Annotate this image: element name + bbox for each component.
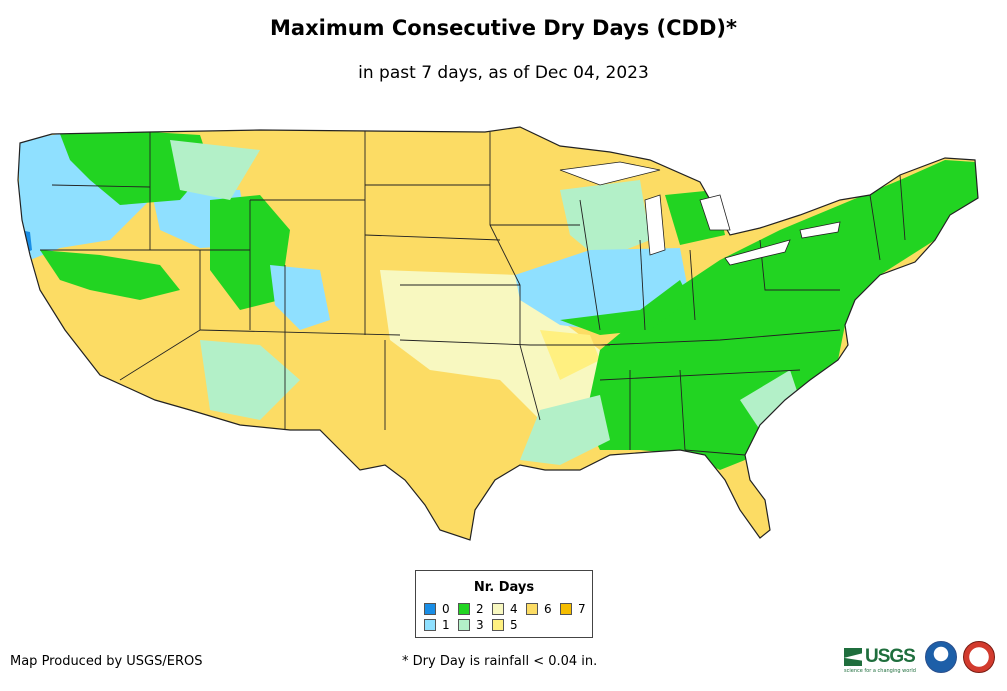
legend-label: 2 bbox=[476, 602, 484, 616]
border-al-ga bbox=[679, 369, 686, 451]
noaa-seal-icon bbox=[925, 641, 957, 673]
map-legend: Nr. Days 0 1 2 3 4 5 6 7 bbox=[415, 570, 593, 638]
legend-swatch bbox=[492, 603, 504, 615]
legend-item-1: 1 bbox=[424, 618, 450, 632]
legend-swatch bbox=[458, 603, 470, 615]
legend-item-6: 6 bbox=[526, 602, 552, 616]
state-borders bbox=[40, 131, 906, 456]
legend-title: Nr. Days bbox=[473, 580, 535, 595]
legend-label: 0 bbox=[442, 602, 450, 616]
legend-label: 7 bbox=[578, 602, 586, 616]
legend-swatch bbox=[492, 619, 504, 631]
montana-3-day-region bbox=[170, 140, 260, 200]
border-sd-ne bbox=[364, 234, 501, 241]
florida-6-day-region bbox=[725, 460, 770, 538]
eastern-us-2-day-region bbox=[585, 160, 978, 470]
legend-label: 1 bbox=[442, 618, 450, 632]
border-four-corners-lat bbox=[199, 329, 401, 336]
border-ga-fl bbox=[684, 449, 746, 456]
map-subtitle: in past 7 days, as of Dec 04, 2023 bbox=[358, 63, 649, 83]
legend-label: 6 bbox=[544, 602, 552, 616]
border-vt-nh bbox=[899, 174, 906, 241]
legend-item-7: 7 bbox=[560, 602, 586, 616]
ozarks-5-day-region bbox=[540, 330, 600, 380]
lake-superior bbox=[559, 161, 661, 186]
usgs-logo: USGS science for a changing world bbox=[844, 644, 918, 674]
legend-swatch bbox=[526, 603, 538, 615]
legend-item-5: 5 bbox=[492, 618, 518, 632]
lake-michigan bbox=[644, 194, 666, 256]
arizona-3-day-region bbox=[200, 340, 300, 420]
legend-item-3: 3 bbox=[458, 618, 484, 632]
usgs-tagline: science for a changing world bbox=[844, 668, 916, 674]
border-tn-ky bbox=[599, 329, 841, 346]
border-mn-ia-mo-west bbox=[489, 132, 521, 345]
lake-erie bbox=[724, 239, 791, 266]
border-ny-east bbox=[869, 194, 881, 261]
legend-swatch bbox=[424, 603, 436, 615]
legend-item-0: 0 bbox=[424, 602, 450, 616]
border-ok-ar bbox=[519, 344, 541, 421]
legend-swatch bbox=[458, 619, 470, 631]
us-map bbox=[17, 126, 979, 541]
border-in-oh bbox=[689, 249, 696, 321]
dry-day-footnote: * Dry Day is rainfall < 0.04 in. bbox=[402, 654, 598, 669]
northern-california-2-day-region bbox=[40, 250, 180, 300]
legend-label: 3 bbox=[476, 618, 484, 632]
legend-item-4: 4 bbox=[492, 602, 518, 616]
border-il-west bbox=[579, 199, 601, 331]
usgs-wave-icon bbox=[844, 648, 862, 666]
lake-ontario bbox=[799, 221, 841, 239]
legend-swatch bbox=[560, 603, 572, 615]
legend-swatch bbox=[424, 619, 436, 631]
map-credit: Map Produced by USGS/EROS bbox=[10, 654, 203, 669]
legend-label: 5 bbox=[510, 618, 518, 632]
usgs-logo-text: USGS bbox=[865, 646, 916, 667]
border-tn-south bbox=[599, 369, 801, 381]
wisconsin-3-day-region bbox=[560, 180, 650, 260]
great-lakes bbox=[559, 161, 841, 266]
ohio-valley-2-day-region bbox=[560, 280, 690, 335]
lake-huron bbox=[699, 194, 731, 231]
louisiana-3-day-region bbox=[520, 395, 610, 465]
nws-seal-icon bbox=[963, 641, 995, 673]
border-wa-or bbox=[51, 184, 151, 188]
legend-item-2: 2 bbox=[458, 602, 484, 616]
border-ks-ok bbox=[399, 339, 531, 346]
map-title: Maximum Consecutive Dry Days (CDD)* bbox=[270, 16, 737, 40]
border-il-in bbox=[639, 239, 646, 331]
carolinas-3-day-region bbox=[740, 370, 800, 430]
legend-label: 4 bbox=[510, 602, 518, 616]
